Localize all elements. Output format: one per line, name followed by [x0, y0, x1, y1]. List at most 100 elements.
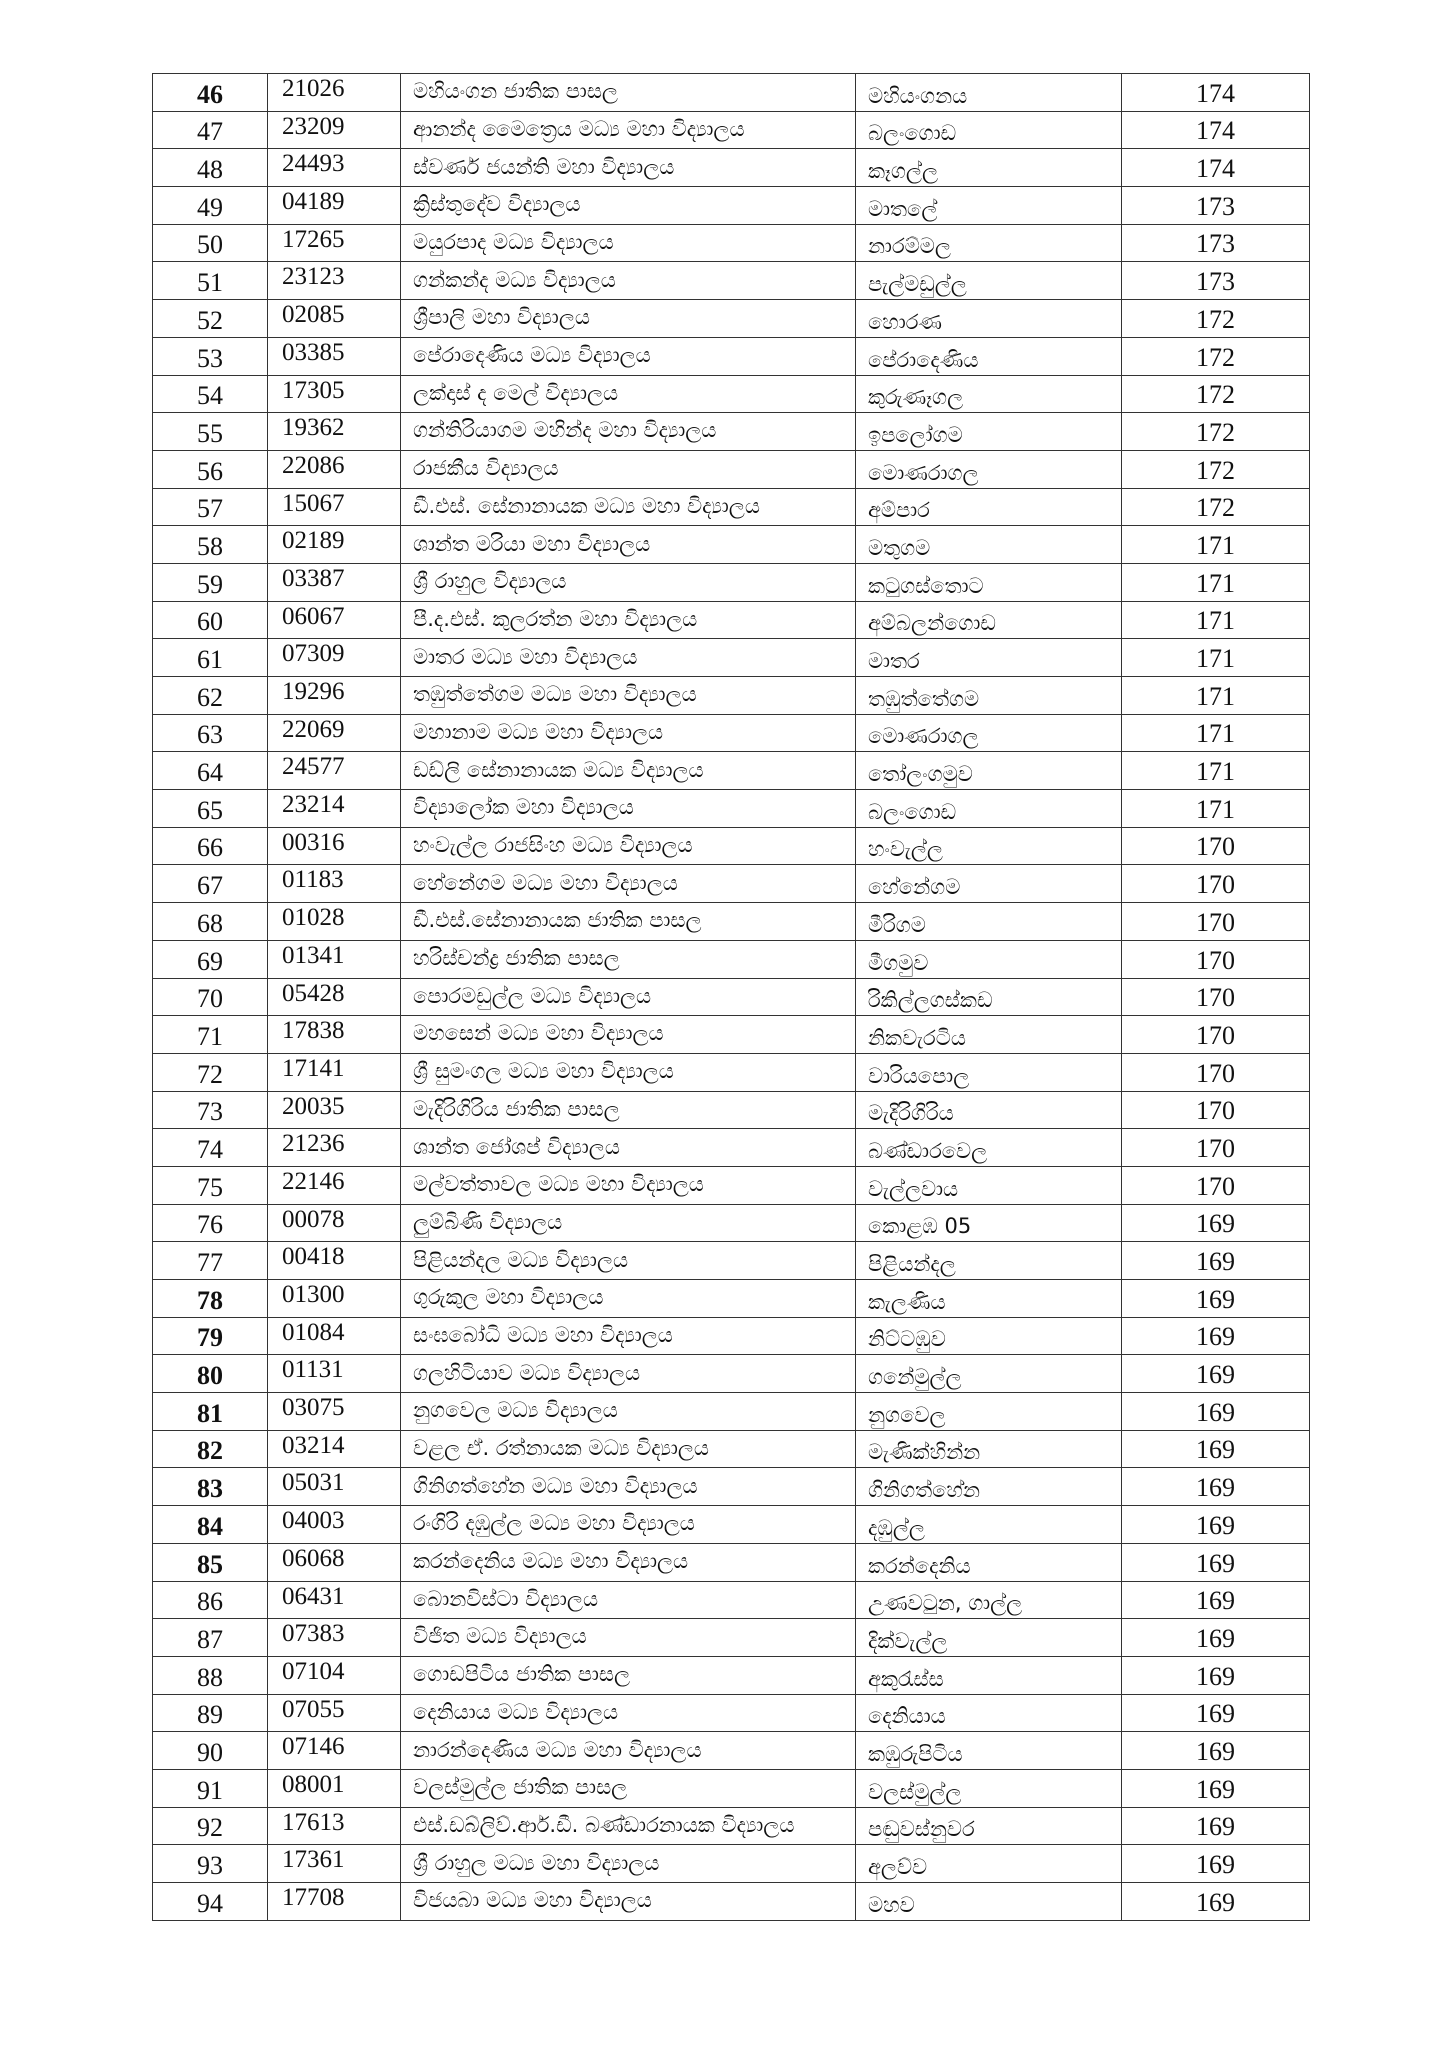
town-cell: තෝලංගමුව	[855, 751, 1122, 791]
table-row: 68 01028 ඩී.එස්.සේනානායක ජාතික පාසල මීරිගම 1…	[152, 902, 1310, 941]
marks-cell: 173	[1121, 186, 1310, 225]
school-name-cell: ශ්‍රී රාහුල මධ්‍ය මහා විද්‍යාලය	[400, 1844, 856, 1883]
marks-cell: 171	[1121, 562, 1310, 602]
table-row: 65 23214 විද්‍යාලෝක මහා විද්‍යාලය බලංගොඩ 171	[152, 789, 1310, 828]
town-cell: මීරිගම	[855, 902, 1122, 941]
town-cell: කැලණිය	[855, 1279, 1122, 1318]
marks-cell: 174	[1121, 73, 1310, 112]
table-row: 91 08001 වලස්මුල්ල ජාතික පාසල වලස්මුල්ල 169	[152, 1768, 1310, 1808]
marks-cell: 170	[1121, 1090, 1310, 1130]
school-code-cell: 07146	[267, 1731, 401, 1770]
school-code-cell: 06068	[267, 1542, 401, 1582]
row-number-cell: 87	[152, 1618, 268, 1657]
table-row: 56 22086 රාජකීය විද්‍යාලය මොණරාගල 172	[152, 449, 1310, 489]
row-number-cell: 63	[152, 713, 268, 753]
school-name-cell: මල්වත්තාවල මධ්‍ය මහා විද්‍යාලය	[400, 1165, 856, 1205]
town-cell: රිකිල්ලගස්කඩ	[855, 977, 1122, 1017]
school-code-cell: 05031	[267, 1467, 401, 1507]
town-cell: කුරුණෑගල	[855, 374, 1122, 414]
row-number-cell: 71	[152, 1015, 268, 1054]
marks-cell: 170	[1121, 939, 1310, 979]
town-cell: ගිනිගත්හේන	[855, 1467, 1122, 1507]
town-cell: වලස්මුල්ල	[855, 1768, 1122, 1808]
marks-cell: 170	[1121, 1128, 1310, 1167]
school-name-cell: විද්‍යාලෝක මහා විද්‍යාලය	[400, 789, 856, 828]
table-row: 64 24577 ඩඩ්ලි සේනානායක මධ්‍ය විද්‍යාලය තෝල…	[152, 751, 1310, 791]
school-code-cell: 22069	[267, 713, 401, 753]
school-name-cell: වළල ඒ. රත්නායක මධ්‍ය විද්‍යාලය	[400, 1429, 856, 1469]
town-cell: බලංගොඩ	[855, 789, 1122, 828]
school-code-cell: 15067	[267, 487, 401, 527]
row-number-cell: 75	[152, 1165, 268, 1205]
school-code-cell: 05428	[267, 977, 401, 1017]
town-cell: මොණරාගල	[855, 713, 1122, 753]
town-cell: හොරණ	[855, 299, 1122, 338]
table-row: 87 07383 විජිත මධ්‍ය විද්‍යාලය දික්වැල්ල 169	[152, 1618, 1310, 1657]
town-cell: දඹුල්ල	[855, 1505, 1122, 1544]
school-name-cell: තඹුත්තේගම මධ්‍ය මහා විද්‍යාලය	[400, 676, 856, 715]
school-code-cell: 24493	[267, 148, 401, 188]
row-number-cell: 79	[152, 1316, 268, 1356]
row-number-cell: 83	[152, 1467, 268, 1507]
school-code-cell: 01183	[267, 864, 401, 904]
school-name-cell: ඩී.එස්.සේනානායක ජාතික පාසල	[400, 902, 856, 941]
row-number-cell: 52	[152, 299, 268, 338]
marks-cell: 169	[1121, 1279, 1310, 1318]
table-row: 89 07055 දෙනියාය මධ්‍ය විද්‍යාලය දෙනියාය 169	[152, 1693, 1310, 1733]
marks-cell: 169	[1121, 1806, 1310, 1846]
table-row: 49 04189 ක්‍රිස්තුදේව විද්‍යාලය මාතලේ 173	[152, 186, 1310, 225]
school-name-cell: ලුම්බිණි විද්‍යාලය	[400, 1203, 856, 1243]
school-code-cell: 03387	[267, 562, 401, 602]
school-name-cell: මහියංගන ජාතික පාසල	[400, 73, 856, 112]
school-name-cell: ගන්කන්ද මධ්‍ය විද්‍යාලය	[400, 261, 856, 301]
marks-cell: 169	[1121, 1882, 1310, 1921]
school-code-cell: 17265	[267, 223, 401, 263]
marks-cell: 169	[1121, 1731, 1310, 1770]
marks-cell: 169	[1121, 1429, 1310, 1469]
table-row: 72 17141 ශ්‍රී සුමංගල මධ්‍ය මහා විද්‍යාලය ව…	[152, 1052, 1310, 1092]
town-cell: නාරම්මල	[855, 223, 1122, 263]
marks-cell: 172	[1121, 412, 1310, 451]
row-number-cell: 76	[152, 1203, 268, 1243]
school-name-cell: ශ්‍රී රාහුල විද්‍යාලය	[400, 562, 856, 602]
town-cell: මාතර	[855, 638, 1122, 677]
row-number-cell: 47	[152, 110, 268, 150]
town-cell: වාරියපොල	[855, 1052, 1122, 1092]
marks-cell: 169	[1121, 1768, 1310, 1808]
town-cell: මාතලේ	[855, 186, 1122, 225]
row-number-cell: 46	[152, 73, 268, 112]
marks-cell: 173	[1121, 261, 1310, 301]
marks-cell: 170	[1121, 1165, 1310, 1205]
table-row: 48 24493 ස්වර්ණ ජයන්ති මහා විද්‍යාලය කෑගල්ල…	[152, 148, 1310, 188]
school-code-cell: 01028	[267, 902, 401, 941]
school-name-cell: ඩඩ්ලි සේනානායක මධ්‍ය විද්‍යාලය	[400, 751, 856, 791]
school-code-cell: 21026	[267, 73, 401, 112]
school-name-cell: ඩී.එස්. සේනානායක මධ්‍ය මහා විද්‍යාලය	[400, 487, 856, 527]
row-number-cell: 69	[152, 939, 268, 979]
school-name-cell: නාරන්දෙණිය මධ්‍ය මහා විද්‍යාලය	[400, 1731, 856, 1770]
school-name-cell: ගලහිටියාව මධ්‍ය විද්‍යාලය	[400, 1354, 856, 1394]
row-number-cell: 90	[152, 1731, 268, 1770]
table-row: 50 17265 මයුරපාද මධ්‍ය විද්‍යාලය නාරම්මල 173	[152, 223, 1310, 263]
school-name-cell: මයුරපාද මධ්‍ය විද්‍යාලය	[400, 223, 856, 263]
town-cell: ඉපලෝගම	[855, 412, 1122, 451]
marks-cell: 170	[1121, 1015, 1310, 1054]
table-row: 80 01131 ගලහිටියාව මධ්‍ය විද්‍යාලය ගනේමුල්ල…	[152, 1354, 1310, 1394]
school-name-cell: පිළියන්දල මධ්‍ය විද්‍යාලය	[400, 1241, 856, 1280]
table-row: 52 02085 ශ්‍රීපාලි මහා විද්‍යාලය හොරණ 172	[152, 299, 1310, 338]
town-cell: පැල්මඩුල්ල	[855, 261, 1122, 301]
marks-cell: 169	[1121, 1354, 1310, 1394]
table-row: 47 23209 ආනන්ද මෛත්‍රෙය මධ්‍ය මහා විද්‍යාල…	[152, 110, 1310, 150]
row-number-cell: 89	[152, 1693, 268, 1733]
table-row: 75 22146 මල්වත්තාවල මධ්‍ය මහා විද්‍යාලය වැල…	[152, 1165, 1310, 1205]
row-number-cell: 53	[152, 336, 268, 376]
row-number-cell: 94	[152, 1882, 268, 1921]
row-number-cell: 80	[152, 1354, 268, 1394]
school-name-cell: ශ්‍රී සුමංගල මධ්‍ය මහා විද්‍යාලය	[400, 1052, 856, 1092]
marks-cell: 171	[1121, 525, 1310, 564]
town-cell: කරන්දෙනිය	[855, 1542, 1122, 1582]
town-cell: පඬුවස්නුවර	[855, 1806, 1122, 1846]
table-row: 92 17613 එස්.ඩබ්ලිව්.ආර්.ඩී. බණ්ඩාරනායක වි…	[152, 1806, 1310, 1846]
town-cell: බලංගොඩ	[855, 110, 1122, 150]
school-name-cell: ක්‍රිස්තුදේව විද්‍යාලය	[400, 186, 856, 225]
